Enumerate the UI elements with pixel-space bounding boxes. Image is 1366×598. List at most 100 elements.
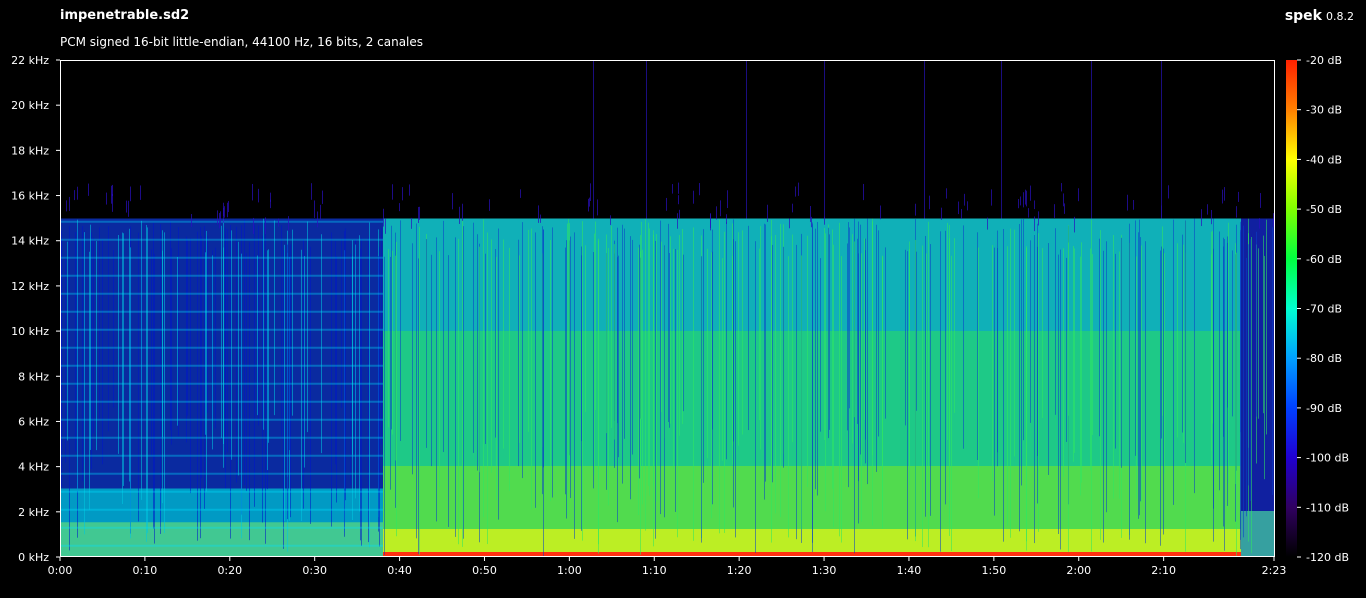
harmonic-line: [61, 545, 383, 547]
y-tick-label: 18 kHz: [11, 144, 49, 157]
x-tick-label: 1:30: [812, 564, 837, 577]
cutoff-noise: [716, 206, 717, 219]
cutoff-noise: [126, 201, 127, 213]
cutoff-noise: [1168, 185, 1169, 198]
cutoff-noise: [66, 200, 67, 211]
cutoff-noise: [798, 183, 799, 196]
app-version: 0.8.2: [1326, 10, 1354, 23]
cutoff-noise: [278, 218, 279, 226]
x-tick-label: 0:30: [302, 564, 327, 577]
transient-spike: [746, 61, 747, 219]
spectrum-region: [1241, 511, 1274, 556]
cutoff-noise: [252, 184, 253, 200]
harmonic-line: [61, 329, 383, 331]
spectrogram-image: [61, 61, 1274, 556]
transient-spike: [593, 61, 594, 219]
harmonic-line: [61, 527, 383, 529]
cutoff-noise: [958, 202, 959, 215]
cutoff-noise: [383, 209, 384, 227]
y-tick-label: 12 kHz: [11, 280, 49, 293]
spectrum-region: [1241, 219, 1274, 557]
cutoff-noise: [540, 215, 541, 223]
cutoff-noise: [693, 191, 694, 204]
audio-format-info: PCM signed 16-bit little-endian, 44100 H…: [60, 35, 423, 49]
cutoff-noise: [191, 214, 192, 227]
cutoff-noise: [795, 187, 796, 197]
db-tick-label: -30 dB: [1306, 104, 1342, 117]
harmonic-line: [61, 401, 383, 403]
cutoff-noise: [1074, 217, 1075, 233]
cutoff-noise: [811, 217, 812, 227]
cutoff-noise: [399, 203, 400, 211]
harmonic-line: [61, 383, 383, 385]
x-tick-label: 2:00: [1066, 564, 1091, 577]
harmonic-line: [61, 275, 383, 277]
cutoff-noise: [1211, 210, 1212, 224]
cutoff-noise: [220, 211, 221, 223]
x-tick-label: 2:23: [1262, 564, 1287, 577]
cutoff-noise: [678, 183, 679, 194]
harmonic-line: [61, 419, 383, 421]
cutoff-noise: [111, 186, 112, 204]
y-tick-label: 22 kHz: [11, 54, 49, 67]
harmonic-line: [61, 221, 383, 223]
app-brand: spek 0.8.2: [1285, 8, 1354, 24]
db-tick-label: -90 dB: [1306, 402, 1342, 415]
cutoff-noise: [538, 205, 539, 222]
cutoff-noise: [317, 212, 318, 228]
cutoff-noise: [1259, 218, 1260, 229]
cutoff-noise: [1028, 208, 1029, 217]
cutoff-noise: [1034, 216, 1035, 231]
db-tick-label: -70 dB: [1306, 303, 1342, 316]
db-tick-label: -20 dB: [1306, 54, 1342, 67]
harmonic-line: [61, 347, 383, 349]
file-title: impenetrable.sd2: [60, 8, 189, 23]
cutoff-noise: [1023, 192, 1024, 207]
cutoff-noise: [1018, 199, 1019, 208]
cutoff-noise: [227, 203, 228, 217]
cutoff-noise: [588, 199, 589, 212]
cutoff-noise: [590, 183, 591, 201]
cutoff-noise: [409, 184, 410, 195]
cutoff-noise: [392, 184, 393, 199]
y-tick-label: 16 kHz: [11, 190, 49, 203]
db-tick-label: -80 dB: [1306, 352, 1342, 365]
transient-spike: [646, 61, 647, 219]
cutoff-noise: [1026, 191, 1027, 207]
cutoff-noise: [727, 190, 728, 208]
cutoff-noise: [946, 188, 947, 198]
cutoff-noise: [1207, 204, 1208, 214]
cutoff-noise: [224, 206, 225, 217]
y-tick-label: 2 kHz: [18, 506, 49, 519]
transient-spike: [1091, 61, 1092, 219]
harmonic-line: [61, 257, 383, 259]
x-tick-label: 2:10: [1151, 564, 1176, 577]
transient-spike: [1161, 61, 1162, 219]
cutoff-noise: [1127, 195, 1128, 211]
cutoff-noise: [228, 201, 229, 212]
app-name: spek: [1285, 8, 1322, 24]
cutoff-noise: [402, 187, 403, 200]
cutoff-noise: [1054, 204, 1055, 218]
cutoff-noise: [419, 207, 420, 220]
cutoff-noise: [106, 193, 107, 205]
cutoff-noise: [452, 193, 453, 209]
y-tick-label: 8 kHz: [18, 370, 49, 383]
db-tick-label: -40 dB: [1306, 153, 1342, 166]
y-tick-label: 14 kHz: [11, 235, 49, 248]
cutoff-noise: [77, 187, 78, 200]
x-tick-label: 0:50: [472, 564, 497, 577]
cutoff-noise: [311, 183, 312, 200]
x-tick-label: 1:00: [557, 564, 582, 577]
cutoff-noise: [929, 196, 930, 210]
harmonic-line: [61, 437, 383, 439]
cutoff-noise: [699, 183, 700, 195]
harmonic-line: [61, 311, 383, 313]
spectrogram-plot[interactable]: [60, 60, 1275, 557]
cutoff-noise: [720, 200, 721, 216]
db-tick-label: -120 dB: [1306, 551, 1349, 564]
cutoff-noise: [964, 194, 965, 206]
cutoff-noise: [1273, 213, 1274, 226]
x-tick-label: 1:50: [981, 564, 1006, 577]
cutoff-noise: [597, 199, 598, 215]
